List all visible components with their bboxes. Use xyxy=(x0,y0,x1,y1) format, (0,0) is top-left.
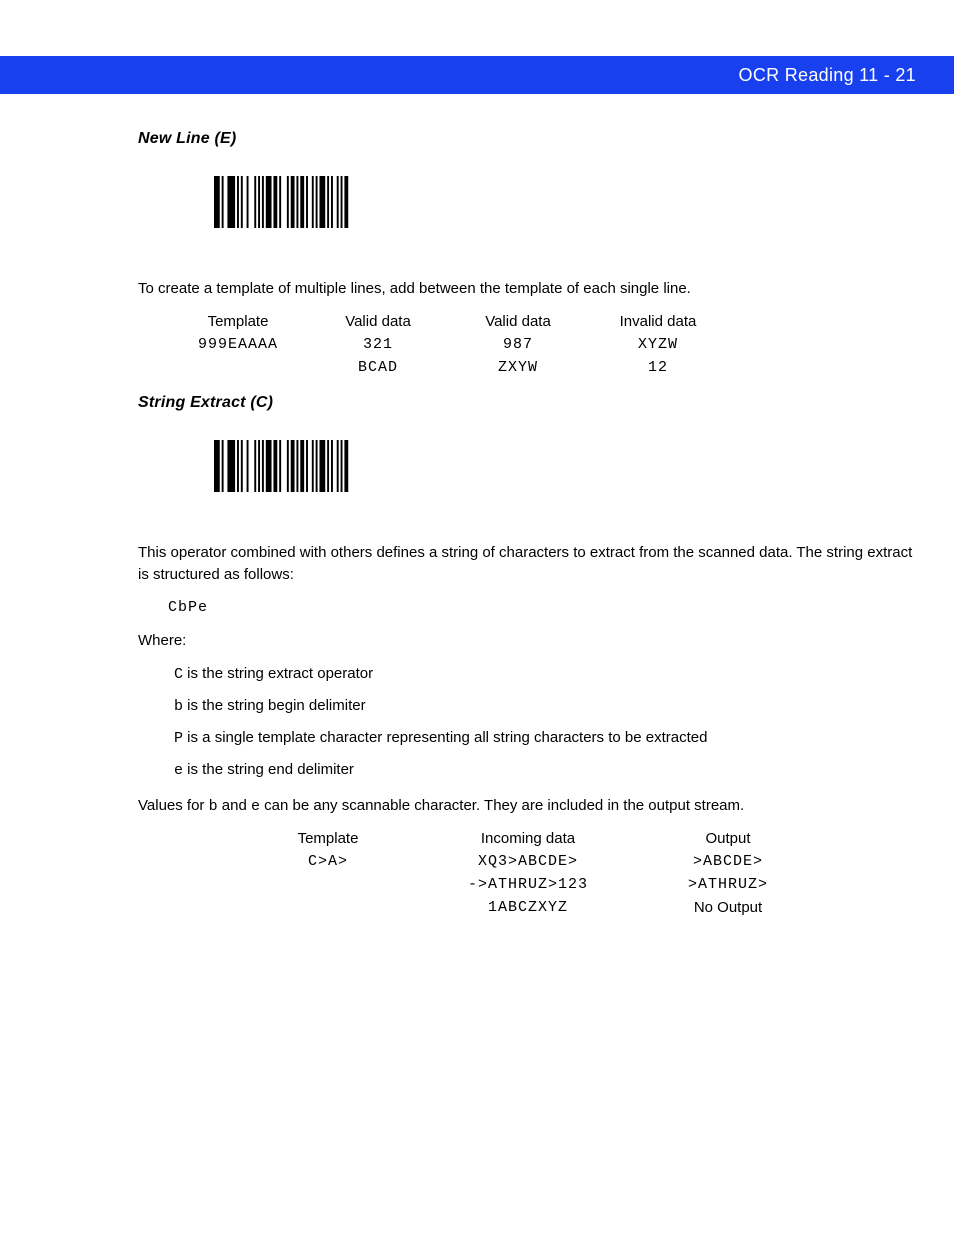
table-header: Output xyxy=(628,830,828,847)
def-item: b is the string begin delimiter xyxy=(174,695,916,717)
page-content: New Line (E) To create a template of mul… xyxy=(138,130,916,934)
table-newline: Template Valid data Valid data Invalid d… xyxy=(168,313,916,376)
values-para: Values for b and e can be any scannable … xyxy=(138,795,916,819)
table-cell: 987 xyxy=(448,336,588,353)
def-item: P is a single template character represe… xyxy=(174,727,916,749)
def-text: is a single template character represent… xyxy=(183,729,707,746)
def-text: is the string end delimiter xyxy=(183,761,354,778)
table-cell: ->ATHRUZ>123 xyxy=(428,876,628,893)
def-item: C is the string extract operator xyxy=(174,663,916,685)
section-heading-newline: New Line (E) xyxy=(138,130,916,148)
table-stringextract: Template Incoming data Output C>A> XQ3>A… xyxy=(228,830,916,916)
table-cell: No Output xyxy=(628,899,828,916)
table-header: Incoming data xyxy=(428,830,628,847)
section1-intro: To create a template of multiple lines, … xyxy=(138,278,916,301)
table-cell: XYZW xyxy=(588,336,728,353)
def-code: C xyxy=(174,666,183,683)
table-header: Valid data xyxy=(308,313,448,330)
values-text: can be any scannable character. They are… xyxy=(260,797,744,814)
table-cell xyxy=(228,876,428,893)
section-heading-stringextract: String Extract (C) xyxy=(138,394,916,412)
barcode-newline xyxy=(214,176,916,228)
table-header: Template xyxy=(228,830,428,847)
def-text: is the string begin delimiter xyxy=(183,697,366,714)
table-cell: ZXYW xyxy=(448,359,588,376)
def-code: P xyxy=(174,730,183,747)
struct-code: CbPe xyxy=(168,599,916,616)
table-cell: C>A> xyxy=(228,853,428,870)
table-header: Valid data xyxy=(448,313,588,330)
page-header: OCR Reading 11 - 21 xyxy=(0,56,954,94)
table-cell: BCAD xyxy=(308,359,448,376)
values-code-e: e xyxy=(251,798,260,815)
barcode-stringextract xyxy=(214,440,916,492)
table-cell: 1ABCZXYZ xyxy=(428,899,628,916)
table-header: Template xyxy=(168,313,308,330)
table-cell xyxy=(168,359,308,376)
section2-para: This operator combined with others defin… xyxy=(138,542,916,587)
def-code: e xyxy=(174,762,183,779)
def-text: is the string extract operator xyxy=(183,665,373,682)
table-cell: >ABCDE> xyxy=(628,853,828,870)
table-cell: 12 xyxy=(588,359,728,376)
table-cell: XQ3>ABCDE> xyxy=(428,853,628,870)
values-code-b: b xyxy=(209,798,218,815)
table-cell: >ATHRUZ> xyxy=(628,876,828,893)
definition-list: C is the string extract operator b is th… xyxy=(174,663,916,781)
values-text: Values for xyxy=(138,797,209,814)
values-text: and xyxy=(218,797,251,814)
where-label: Where: xyxy=(138,632,916,649)
table-cell: 321 xyxy=(308,336,448,353)
header-title: OCR Reading 11 - 21 xyxy=(739,65,916,86)
table-header: Invalid data xyxy=(588,313,728,330)
table-cell xyxy=(228,899,428,916)
def-item: e is the string end delimiter xyxy=(174,759,916,781)
table-cell: 999EAAAA xyxy=(168,336,308,353)
def-code: b xyxy=(174,698,183,715)
